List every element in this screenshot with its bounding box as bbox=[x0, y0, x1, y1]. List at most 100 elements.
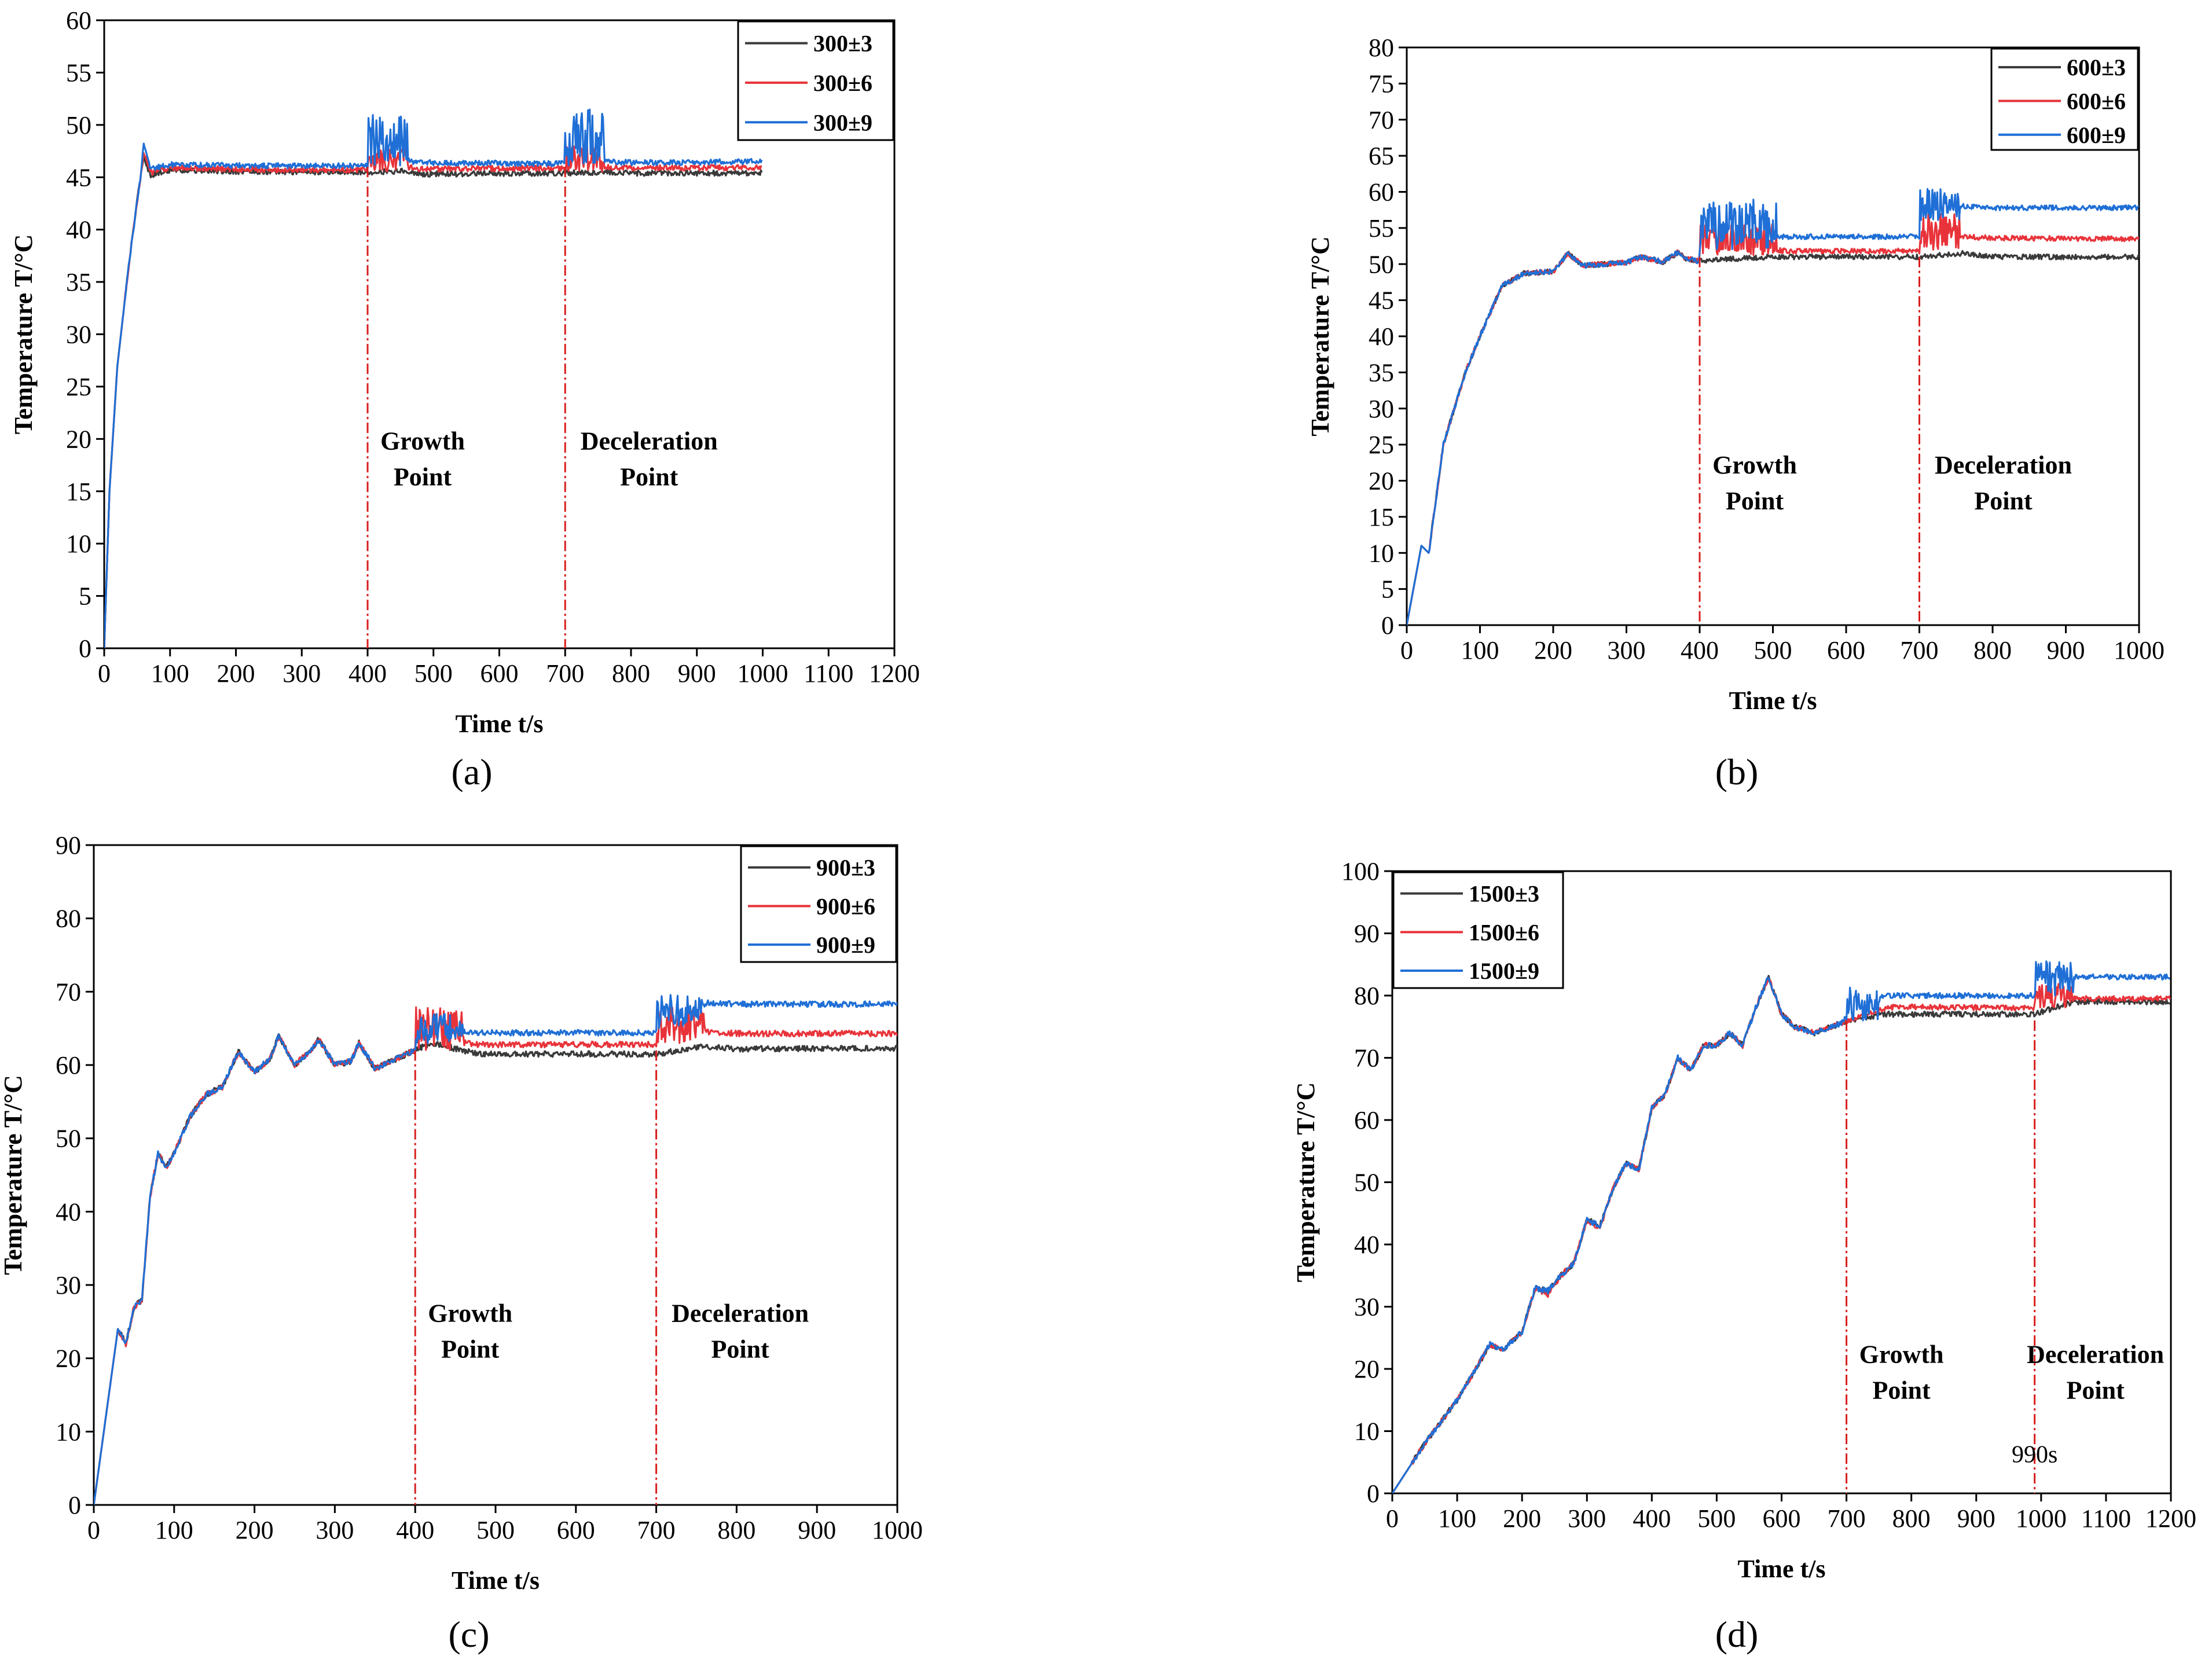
series-line-1 bbox=[94, 1033, 897, 1505]
legend-box bbox=[737, 20, 894, 141]
x-tick-label: 600 bbox=[1763, 1504, 1801, 1533]
marker-label-line2: Point bbox=[1974, 487, 2033, 515]
marker-label-line1: Growth bbox=[1859, 1340, 1944, 1368]
y-tick-label: 75 bbox=[1369, 69, 1394, 98]
x-tick-label: 200 bbox=[236, 1516, 274, 1544]
panel-label: (c) bbox=[448, 1614, 489, 1655]
x-tick-label: 1000 bbox=[2016, 1504, 2067, 1533]
y-tick-label: 10 bbox=[1369, 539, 1394, 567]
y-tick-label: 40 bbox=[66, 216, 91, 244]
y-tick-label: 80 bbox=[1354, 982, 1380, 1010]
y-axis-title: Temperature T/°C bbox=[0, 1075, 27, 1275]
x-tick-label: 600 bbox=[557, 1516, 595, 1544]
x-tick-label: 900 bbox=[678, 659, 716, 688]
panel-label: (b) bbox=[1715, 751, 1759, 792]
y-tick-label: 70 bbox=[1354, 1044, 1380, 1073]
legend: 1500±3 1500±6 1500±9 bbox=[1392, 871, 1564, 989]
series-line-3 bbox=[94, 994, 897, 1505]
x-tick-label: 0 bbox=[1386, 1504, 1399, 1533]
x-tick-label: 800 bbox=[1973, 636, 2012, 664]
legend-label-3: 900±9 bbox=[816, 932, 875, 958]
x-tick-label: 200 bbox=[217, 659, 255, 688]
y-tick-label: 50 bbox=[1369, 250, 1394, 278]
x-tick-label: 400 bbox=[396, 1516, 434, 1544]
series-line-3 bbox=[1407, 188, 2139, 625]
y-tick-label: 45 bbox=[1369, 287, 1394, 315]
x-tick-label: 600 bbox=[1827, 636, 1865, 664]
legend: 300±3 300±6 300±9 bbox=[737, 20, 894, 141]
y-tick-label: 60 bbox=[1354, 1106, 1380, 1134]
y-tick-label: 45 bbox=[66, 163, 91, 192]
x-tick-label: 500 bbox=[1697, 1504, 1736, 1533]
x-tick-label: 1000 bbox=[872, 1516, 923, 1544]
panel-a: 0 100 200 300 400 500 600 700 800 900 1000 1100 1200… bbox=[9, 6, 920, 792]
series-line-1 bbox=[1407, 249, 2139, 625]
plot-area bbox=[94, 994, 897, 1505]
x-tick-label: 300 bbox=[316, 1516, 354, 1544]
y-tick-label: 70 bbox=[1369, 106, 1394, 134]
y-tick-label: 100 bbox=[1341, 857, 1380, 886]
x-tick-label: 100 bbox=[1438, 1504, 1476, 1533]
series-line-1 bbox=[104, 156, 763, 648]
x-axis-title: Time t/s bbox=[452, 1566, 540, 1595]
marker-label-line2: Point bbox=[620, 462, 678, 491]
y-tick-label: 90 bbox=[56, 831, 81, 860]
plot-area bbox=[104, 108, 763, 648]
x-tick-label: 800 bbox=[717, 1516, 755, 1544]
panel-label: (d) bbox=[1715, 1614, 1759, 1655]
y-tick-label: 35 bbox=[1369, 358, 1394, 387]
x-axis-title: Time t/s bbox=[1729, 686, 1817, 715]
marker-label-line2: Point bbox=[394, 462, 452, 491]
panel-b: 0 100 200 300 400 500 600 700 800 900 1000 0 5 10 15 20… bbox=[1306, 34, 2165, 792]
y-tick-label: 30 bbox=[1369, 395, 1394, 423]
x-tick-label: 600 bbox=[480, 659, 519, 688]
y-tick-label: 20 bbox=[1354, 1355, 1380, 1383]
x-axis-title: Time t/s bbox=[456, 710, 544, 738]
y-tick-label: 15 bbox=[1369, 503, 1394, 531]
y-tick-label: 10 bbox=[1354, 1418, 1380, 1446]
legend-label-3: 300±9 bbox=[813, 109, 872, 135]
x-tick-label: 500 bbox=[1754, 636, 1792, 664]
y-axis-title: Temperature T/°C bbox=[9, 234, 38, 435]
y-tick-label: 30 bbox=[66, 321, 91, 349]
marker-label-line1: Deceleration bbox=[1935, 451, 2072, 479]
y-tick-label: 0 bbox=[1367, 1479, 1380, 1508]
legend-box bbox=[740, 845, 897, 963]
x-tick-label: 100 bbox=[1461, 636, 1499, 664]
y-tick-label: 15 bbox=[66, 478, 91, 506]
y-tick-label: 60 bbox=[56, 1051, 81, 1079]
marker-label-line2: Point bbox=[2067, 1376, 2125, 1404]
y-tick-label: 55 bbox=[66, 58, 91, 87]
y-tick-label: 25 bbox=[1369, 431, 1394, 459]
legend-label-3: 600±9 bbox=[2067, 122, 2126, 148]
y-tick-label: 10 bbox=[56, 1418, 81, 1446]
x-tick-label: 700 bbox=[1828, 1504, 1866, 1533]
x-tick-label: 200 bbox=[1534, 636, 1572, 664]
x-tick-label: 0 bbox=[1400, 636, 1413, 664]
y-tick-label: 30 bbox=[1354, 1293, 1380, 1321]
y-tick-label: 20 bbox=[66, 425, 91, 453]
plot-area bbox=[1407, 188, 2139, 625]
x-tick-label: 300 bbox=[283, 659, 321, 688]
marker-label-line2: Point bbox=[711, 1335, 769, 1363]
x-tick-label: 100 bbox=[155, 1516, 193, 1544]
legend-label-1: 900±3 bbox=[816, 855, 875, 881]
x-axis-title: Time t/s bbox=[1738, 1555, 1826, 1583]
y-tick-label: 5 bbox=[1381, 575, 1394, 604]
y-tick-label: 35 bbox=[66, 268, 91, 296]
legend-label-1: 1500±3 bbox=[1469, 881, 1539, 907]
y-tick-label: 5 bbox=[79, 582, 91, 611]
y-tick-label: 20 bbox=[56, 1345, 81, 1373]
legend-box bbox=[1990, 47, 2139, 151]
x-tick-label: 400 bbox=[1633, 1504, 1671, 1533]
y-tick-label: 60 bbox=[1369, 178, 1394, 207]
y-tick-label: 0 bbox=[1381, 611, 1394, 640]
x-tick-label: 0 bbox=[87, 1516, 100, 1544]
marker-label-line1: Growth bbox=[1712, 451, 1797, 479]
x-tick-label: 900 bbox=[1957, 1504, 1995, 1533]
y-tick-label: 50 bbox=[1354, 1169, 1380, 1197]
plot-area bbox=[1392, 960, 2171, 1493]
legend: 900±3 900±6 900±9 bbox=[740, 845, 897, 963]
x-tick-label: 800 bbox=[1892, 1504, 1931, 1533]
